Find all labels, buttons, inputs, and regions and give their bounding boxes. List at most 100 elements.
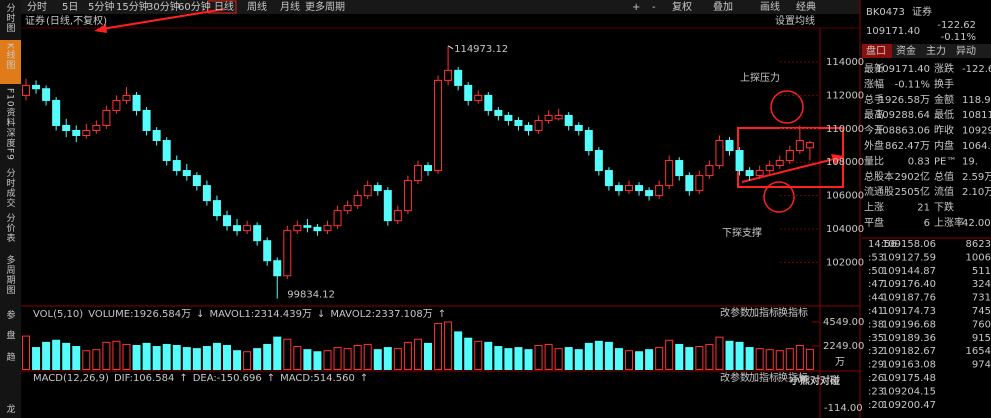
volume-bar: [383, 347, 392, 371]
period-tab[interactable]: 日线: [214, 0, 234, 13]
tick-time: :29: [868, 360, 884, 371]
volume-bar: [253, 348, 262, 370]
macd-header: DIF:106.584: [114, 373, 174, 384]
panel-button[interactable]: 改参数: [720, 371, 750, 384]
tick-price: 109144.87: [882, 266, 936, 277]
candle-body: [554, 114, 563, 120]
candle-body: [112, 99, 121, 111]
period-tab[interactable]: 5日: [62, 2, 78, 13]
candle-body: [32, 84, 41, 90]
candle-body: [283, 230, 292, 277]
volume-header: VOLUME:1926.584万: [88, 309, 191, 320]
volume-tick-label: 4549.00: [823, 317, 864, 328]
quote-value: 2.10万: [962, 187, 991, 198]
volume-header: ↓: [317, 309, 325, 320]
candle-body: [383, 190, 392, 222]
candle-body: [424, 165, 432, 172]
quote-label: 流通股: [864, 185, 894, 198]
tick-time: :38: [868, 319, 884, 330]
volume-header: MAVOL2:2337.108万: [330, 309, 432, 320]
sidebar-item[interactable]: 趋: [5, 351, 16, 362]
volume-bar: [122, 343, 131, 371]
volume-bar: [454, 331, 463, 370]
candle-body: [122, 94, 131, 101]
candle-body: [373, 185, 382, 192]
volume-bar: [212, 342, 221, 370]
macd-header: MACD:514.560: [280, 373, 355, 384]
tool-button[interactable]: 叠加: [713, 1, 733, 13]
sidebar-item[interactable]: 参: [5, 309, 16, 320]
sidebar-item[interactable]: 分时图: [5, 3, 16, 33]
sidebar-item[interactable]: 分时成交: [5, 168, 16, 208]
candle-body: [343, 205, 352, 212]
sidebar-item[interactable]: F10资料: [5, 88, 16, 128]
candle-body: [233, 225, 242, 232]
period-tab[interactable]: 5分钟: [88, 0, 114, 13]
volume-bar: [584, 342, 593, 370]
quote-tab[interactable]: 异动: [956, 45, 976, 57]
period-tab[interactable]: 周线: [247, 0, 267, 13]
sidebar-item[interactable]: K线图: [5, 43, 16, 70]
quote-tab[interactable]: 盘口: [866, 44, 886, 57]
tool-button[interactable]: -: [652, 2, 656, 13]
panel-button[interactable]: 加指标: [749, 306, 779, 319]
quote-value: 2.59万: [962, 172, 991, 183]
quote-value: 2902亿: [895, 170, 930, 183]
candle-body: [795, 140, 804, 152]
period-tab[interactable]: 更多周期: [305, 0, 345, 13]
sidebar-item[interactable]: 龙: [5, 403, 16, 414]
quote-label: 金额: [934, 93, 954, 106]
candle-body: [202, 185, 211, 202]
quote-price: 109171.40: [866, 26, 920, 37]
volume-bar: [333, 347, 342, 371]
tool-button[interactable]: 画线: [760, 0, 780, 13]
period-tab[interactable]: 15分钟: [116, 0, 149, 13]
tick-time: :35: [868, 333, 884, 344]
candle-body: [735, 150, 744, 172]
candle-body: [484, 94, 493, 111]
sidebar-item[interactable]: 多周期图: [5, 254, 16, 295]
volume-bar: [92, 349, 101, 371]
candle-body: [253, 225, 262, 242]
tick-price: 109196.68: [882, 319, 936, 330]
volume-bar: [484, 341, 493, 371]
sidebar-item[interactable]: 深度F9: [5, 128, 16, 161]
candle-body: [132, 94, 141, 111]
candle-body: [745, 170, 754, 177]
period-tab[interactable]: 月线: [280, 0, 300, 13]
volume-bar: [554, 348, 563, 370]
panel-button[interactable]: 改参数: [720, 306, 750, 319]
quote-tab[interactable]: 资金: [896, 44, 916, 57]
period-tab[interactable]: 分时: [27, 1, 47, 13]
panel-button[interactable]: 换指标: [778, 306, 808, 319]
quote-label: 流值: [934, 185, 954, 198]
sidebar-item[interactable]: 分价表: [5, 213, 16, 243]
tool-button[interactable]: 复权: [672, 0, 692, 13]
candle-body: [494, 109, 503, 116]
panel-button[interactable]: 换指标: [778, 371, 808, 384]
candle-body: [665, 160, 674, 187]
tick-price: 109174.73: [882, 306, 936, 317]
tick-time: :50: [868, 266, 884, 277]
candle-body: [333, 210, 342, 227]
quote-tab[interactable]: 主力: [926, 44, 946, 57]
volume-bar: [665, 339, 674, 370]
tick-price: 109182.67: [882, 346, 936, 357]
tick-price: 109204.15: [882, 386, 936, 397]
tool-button[interactable]: +: [632, 2, 640, 13]
ma-setting[interactable]: 设置均线: [775, 14, 815, 27]
quote-code: BK0473: [866, 7, 905, 18]
period-tab[interactable]: 30分钟: [147, 0, 180, 13]
volume-bar: [82, 350, 91, 370]
period-tab[interactable]: 60分钟: [178, 0, 211, 13]
quote-value: 109171.40: [876, 64, 930, 75]
volume-bar: [464, 337, 473, 370]
tick-price: 109163.08: [882, 360, 936, 371]
quote-label: 下跌: [934, 201, 954, 214]
panel-button[interactable]: 加指标: [749, 371, 779, 384]
quote-label: 最高: [864, 108, 884, 121]
tool-button[interactable]: 经典: [796, 0, 816, 13]
volume-bar: [283, 338, 292, 371]
quote-value: 862.47万: [885, 141, 930, 152]
sidebar-item[interactable]: 盘: [5, 329, 16, 340]
